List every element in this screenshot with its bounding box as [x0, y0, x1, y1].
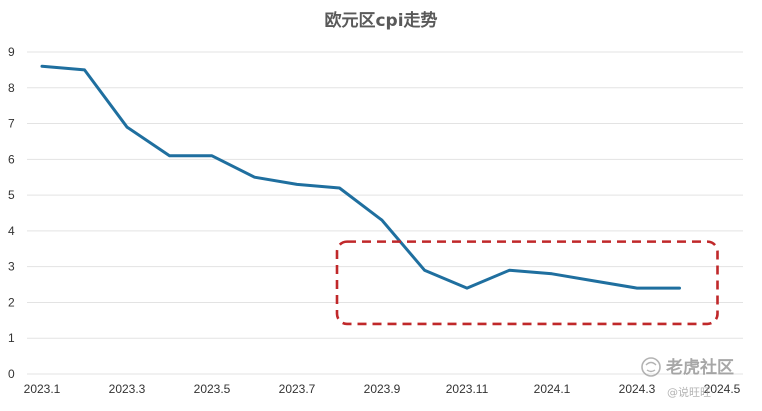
y-tick-label: 7 [8, 117, 15, 131]
y-tick-label: 5 [8, 188, 15, 202]
watermark: 老虎社区 @说旺旺 [641, 357, 734, 399]
y-tick-label: 9 [8, 45, 15, 59]
y-tick-label: 4 [8, 224, 15, 238]
x-tick-label: 2024.1 [534, 382, 571, 396]
y-tick-label: 6 [8, 152, 15, 166]
x-tick-label: 2023.11 [446, 382, 489, 396]
series-group [40, 64, 681, 290]
y-tick-label: 8 [8, 81, 15, 95]
x-axis-tick-labels: 2023.1 2023.3 2023.5 2023.7 2023.9 2023.11 202… [24, 382, 741, 396]
x-tick-label: 2024.5 [704, 382, 741, 396]
y-tick-label: 0 [8, 367, 15, 381]
highlight-group [335, 240, 719, 326]
gridlines [27, 51, 743, 375]
highlight-dashed-box [335, 240, 719, 326]
watermark-brand: 老虎社区 [665, 357, 734, 378]
x-tick-label: 2023.1 [24, 382, 61, 396]
y-axis-tick-labels: 0 1 2 3 4 5 6 7 8 9 [8, 45, 15, 381]
tiger-logo-icon [641, 357, 661, 377]
x-tick-label: 2023.5 [194, 382, 231, 396]
x-tick-label: 2024.3 [619, 382, 656, 396]
watermark-handle: @说旺旺 [667, 385, 711, 399]
x-tick-label: 2023.3 [109, 382, 146, 396]
cpi-series-line [40, 64, 681, 290]
y-tick-label: 3 [8, 260, 15, 274]
x-tick-label: 2023.7 [279, 382, 316, 396]
y-tick-label: 1 [8, 331, 15, 345]
y-tick-label: 2 [8, 295, 15, 309]
chart-title: 欧元区cpi走势 [324, 10, 437, 31]
x-tick-label: 2023.9 [364, 382, 401, 396]
